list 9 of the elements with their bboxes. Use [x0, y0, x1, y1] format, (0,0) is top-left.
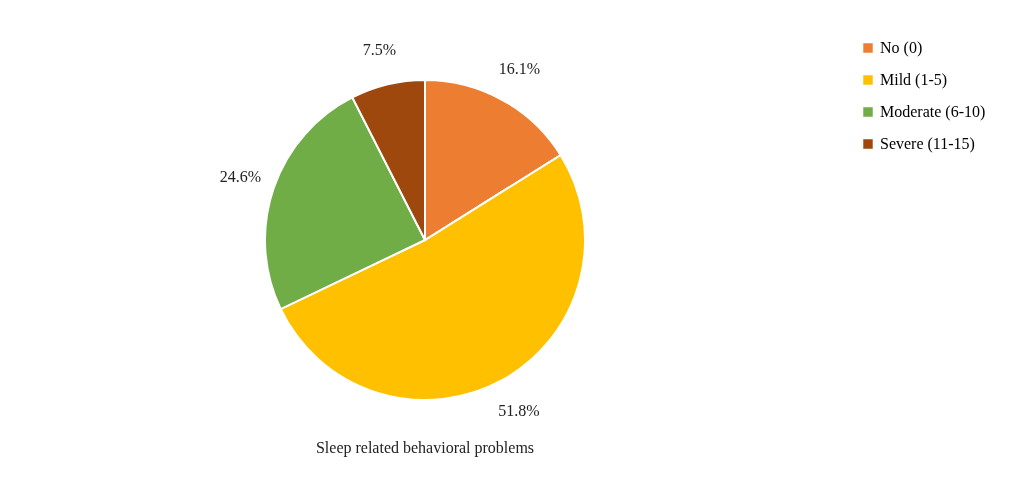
- data-label: 7.5%: [362, 41, 397, 59]
- legend-label: Severe (11-15): [880, 135, 975, 153]
- data-label: 24.6%: [219, 168, 261, 186]
- legend-label: Mild (1-5): [880, 71, 948, 89]
- data-label: 51.8%: [498, 401, 540, 419]
- data-label: 16.1%: [498, 60, 541, 78]
- text: Sleep related behavioral problems: [315, 439, 535, 457]
- legend-label: Moderate (6-10): [880, 103, 986, 121]
- legend-label: No (0): [880, 39, 923, 57]
